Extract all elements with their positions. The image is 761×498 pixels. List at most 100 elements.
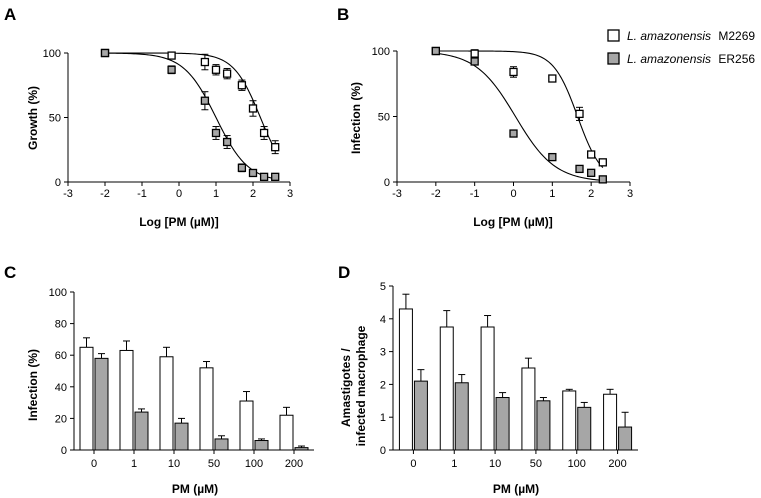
panel-a-point-er256 <box>248 168 258 178</box>
panel-d-bar-er256 <box>495 397 510 451</box>
panel-a-point-er256 <box>100 48 110 58</box>
panel-c-y-tick-label: 40 <box>55 382 67 394</box>
panel-b-point-er256 <box>548 152 557 162</box>
legend-swatch-m2269 <box>607 29 620 42</box>
panel-d-bar-er256 <box>454 382 469 451</box>
panel-b-point-m2269 <box>509 67 518 77</box>
panel-c: C 0 20 40 60 80 100 0 1 10 50 100 200 PM (µM) Infec… <box>4 263 314 496</box>
panel-c-x-tick-label: 10 <box>168 458 180 470</box>
panel-c-plot: 0 20 40 60 80 100 0 1 10 50 100 200 <box>49 287 314 470</box>
panel-b-x-tick-label: -2 <box>431 188 441 200</box>
panel-b-point-er256 <box>509 129 518 138</box>
panel-d-bar-m2269 <box>398 308 413 451</box>
panel-c-x-tick-label: 100 <box>245 458 263 470</box>
panel-c-bar-er256 <box>214 438 229 451</box>
panel-d-letter: D <box>338 263 350 282</box>
panel-b-point-m2269 <box>548 74 557 83</box>
panel-b-x-tick-label: -1 <box>470 188 480 200</box>
panel-b-y-tick-label: 50 <box>378 112 390 124</box>
panel-d-x-tick-label: 1 <box>451 458 457 470</box>
legend-label-er256-strain: ER256 <box>718 52 755 66</box>
legend-label-er256: L. amazonensis ER256 <box>627 52 755 66</box>
legend-label-m2269: L. amazonensis M2269 <box>627 29 755 43</box>
panel-a-x-tick-label: -1 <box>137 188 147 200</box>
panel-d-bar-m2269 <box>521 367 536 451</box>
panel-d-x-tick-label: 50 <box>530 458 542 470</box>
panel-a-ylabel: Growth (%) <box>26 86 40 150</box>
legend-label-er256-species: L. amazonensis <box>627 52 711 66</box>
panel-a-xlabel: Log [PM (µM)] <box>139 215 219 229</box>
panel-b-x-tick-label: 1 <box>549 188 555 200</box>
panel-c-bar-er256 <box>294 447 309 451</box>
panel-a-y-tick-label: 50 <box>49 113 61 125</box>
panel-a-letter: A <box>4 5 16 24</box>
panel-a-point-er256 <box>271 172 280 181</box>
panel-d-y-tick-label: 2 <box>380 379 386 391</box>
panel-c-x-tick-label: 50 <box>208 458 220 470</box>
panel-c-bar-er256 <box>134 411 149 451</box>
panel-c-bar-m2269 <box>279 414 294 451</box>
panel-a-point-m2269 <box>271 143 280 152</box>
panel-c-y-tick-label: 80 <box>55 319 67 331</box>
panel-d-y-tick-label: 5 <box>380 281 386 293</box>
panel-d-bar-er256 <box>413 380 428 451</box>
panel-d-bar-m2269 <box>603 393 618 451</box>
panel-a-point-m2269 <box>237 81 247 90</box>
panel-a-x-tick-label: -3 <box>63 188 73 200</box>
panel-d-x-tick-label: 100 <box>568 458 586 470</box>
panel-a-fit-curve-er256 <box>104 52 276 180</box>
legend-label-m2269-strain: M2269 <box>718 29 755 43</box>
panel-b-point-er256 <box>470 57 479 66</box>
panel-d-ylabel: Amastigotes / infected macrophage <box>339 325 368 446</box>
panel-b-point-er256 <box>431 46 440 56</box>
legend: L. amazonensis M2269 L. amazonensis ER25… <box>607 29 755 66</box>
panel-a-fit-curve-m2269 <box>105 52 276 151</box>
panel-d-x-tick-label: 200 <box>608 458 626 470</box>
panel-c-y-tick-label: 60 <box>55 350 67 362</box>
panel-d-xlabel: PM (µM) <box>493 482 539 496</box>
panel-b-point-er256 <box>587 168 596 177</box>
legend-swatch-er256 <box>607 52 620 65</box>
panel-b-x-tick-label: 0 <box>510 188 516 200</box>
panel-c-y-tick-label: 100 <box>49 287 67 299</box>
panel-d-y-tick-label: 0 <box>380 445 386 457</box>
panel-a-point-m2269 <box>211 65 221 74</box>
panel-c-letter: C <box>4 263 16 282</box>
panel-a-point-er256 <box>222 137 232 147</box>
panel-a-y-tick-label: 0 <box>55 177 61 189</box>
panel-c-x-tick-label: 0 <box>91 458 97 470</box>
panel-d-y-tick-label: 1 <box>380 412 386 424</box>
panel-b-x-tick-label: 2 <box>588 188 594 200</box>
legend-label-m2269-species: L. amazonensis <box>627 29 711 43</box>
panel-a: A -3 -2 -1 0 1 2 3 0 50 100 Log [PM (µM)] Growth … <box>4 5 293 229</box>
panel-c-bar-er256 <box>94 357 109 451</box>
panel-c-ylabel: Infection (%) <box>26 349 40 421</box>
panel-d-bar-m2269 <box>439 326 454 451</box>
panel-b-point-m2269 <box>587 150 596 159</box>
panel-a-x-tick-label: -2 <box>100 188 110 200</box>
panel-a-point-er256 <box>200 96 210 105</box>
panel-a-x-tick-label: 2 <box>250 188 256 200</box>
panel-c-x-tick-label: 1 <box>131 458 137 470</box>
panel-a-point-er256 <box>211 128 221 138</box>
panel-a-point-m2269 <box>222 69 232 78</box>
panel-d-bar-m2269 <box>562 390 577 451</box>
panel-a-point-m2269 <box>248 104 258 113</box>
panel-b-point-er256 <box>575 164 584 174</box>
panel-b-fit-curve-er256 <box>435 52 603 181</box>
panel-b-plot: -3 -2 -1 0 1 2 3 0 50 100 <box>372 46 633 200</box>
panel-c-y-tick-label: 20 <box>55 413 67 425</box>
panel-d-y-tick-label: 4 <box>380 314 386 326</box>
panel-d-ylabel-line2: infected macrophage <box>354 325 368 446</box>
panel-b-xlabel: Log [PM (µM)] <box>473 215 553 229</box>
panel-a-point-er256 <box>237 163 247 172</box>
panel-d-bar-er256 <box>536 400 551 451</box>
panel-d-y-tick-label: 3 <box>380 347 386 359</box>
panel-d-bar-er256 <box>618 426 633 451</box>
panel-b-y-tick-label: 0 <box>384 177 390 189</box>
panel-a-y-tick-label: 100 <box>43 48 61 60</box>
panel-c-x-tick-label: 200 <box>285 458 303 470</box>
panel-c-bar-m2269 <box>119 349 134 451</box>
